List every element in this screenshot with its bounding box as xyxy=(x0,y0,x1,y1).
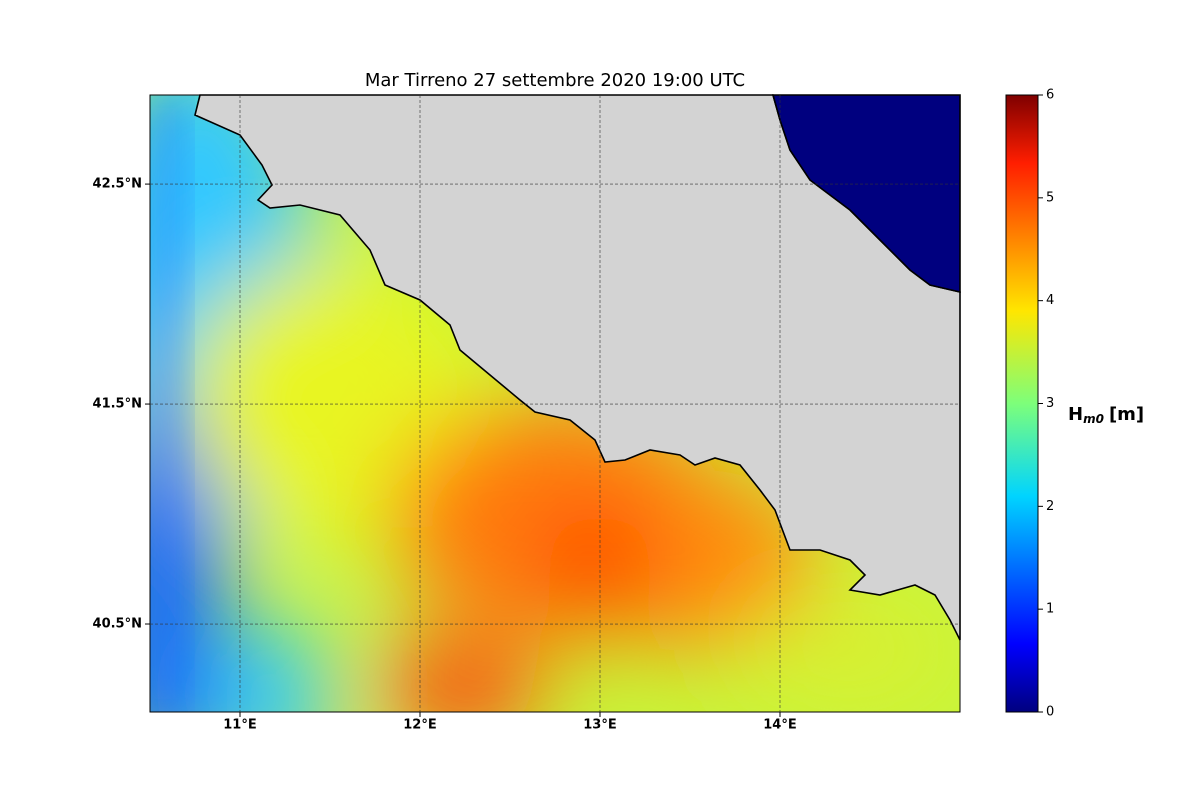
colorbar-tick-label: 0 xyxy=(1046,705,1054,720)
x-tick-label: 14°E xyxy=(763,718,796,733)
map-title: Mar Tirreno 27 settembre 2020 19:00 UTC xyxy=(365,70,745,91)
colorbar-tick-label: 4 xyxy=(1046,293,1054,308)
colorbar-tick-label: 5 xyxy=(1046,190,1054,205)
colorbar-tick-label: 6 xyxy=(1046,88,1054,103)
colorbar-tick-label: 2 xyxy=(1046,499,1054,514)
colorbar-label-subscript: m0 xyxy=(1083,412,1104,426)
x-tick-label: 11°E xyxy=(223,718,256,733)
y-tick-label: 41.5°N xyxy=(93,397,142,412)
y-tick-label: 40.5°N xyxy=(93,617,142,632)
colorbar-label-unit: [m] xyxy=(1109,404,1144,425)
x-tick-label: 13°E xyxy=(583,718,616,733)
y-tick-label: 42.5°N xyxy=(93,177,142,192)
colorbar xyxy=(1005,94,1039,713)
x-tick-label: 12°E xyxy=(403,718,436,733)
colorbar-label: Hm0 [m] xyxy=(1068,404,1144,426)
colorbar-tick-label: 3 xyxy=(1046,396,1054,411)
colorbar-label-main: H xyxy=(1068,404,1083,425)
colorbar-tick-label: 1 xyxy=(1046,602,1054,617)
map-frame xyxy=(149,94,961,713)
